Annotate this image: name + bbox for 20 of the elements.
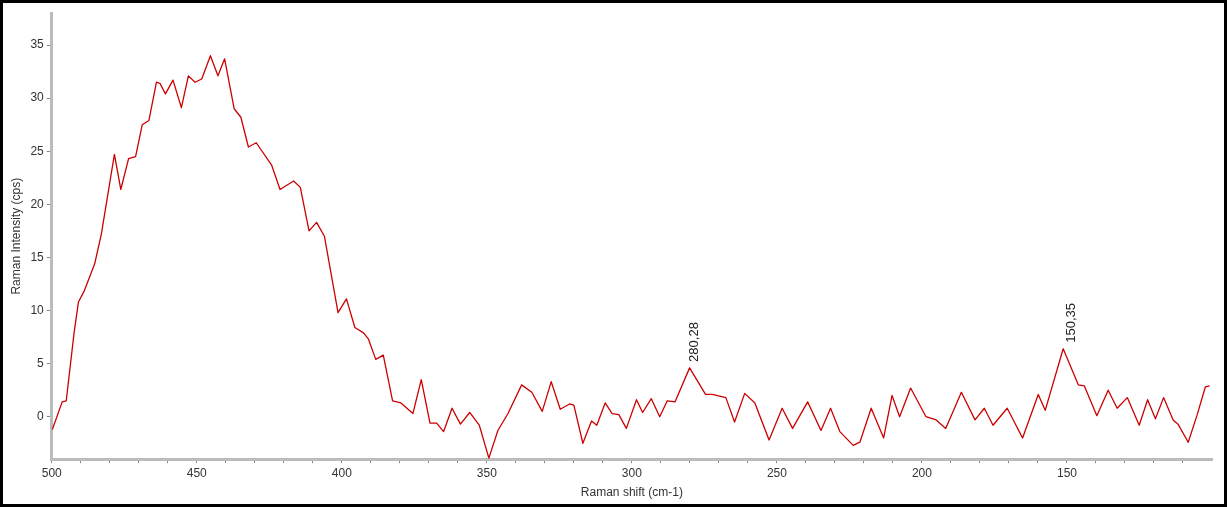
y-tick-label: 5 bbox=[37, 355, 45, 370]
x-axis-title: Raman shift (cm-1) bbox=[580, 485, 683, 500]
y-tick-label: 35 bbox=[30, 37, 45, 52]
y-tick-label: 20 bbox=[30, 196, 45, 211]
x-tick-label: 450 bbox=[186, 465, 208, 480]
x-tick-label: 250 bbox=[766, 465, 788, 480]
annotation: 150,35 bbox=[1062, 303, 1078, 343]
x-tick-label: 350 bbox=[476, 465, 498, 480]
y-tick-label: 25 bbox=[30, 143, 45, 158]
y-tick-label: 30 bbox=[30, 90, 45, 105]
x-tick-label: 400 bbox=[331, 465, 353, 480]
x-tick-label: 200 bbox=[911, 465, 933, 480]
y-tick-label: 15 bbox=[30, 249, 45, 264]
annotation: 280,28 bbox=[685, 322, 701, 362]
y-tick-label: 10 bbox=[30, 302, 45, 317]
x-tick-label: 300 bbox=[621, 465, 643, 480]
y-tick-label: 0 bbox=[37, 409, 45, 424]
y-axis-title: Raman Intensity (cps) bbox=[8, 177, 23, 295]
x-tick-label: 150 bbox=[1056, 465, 1078, 480]
x-tick-label: 500 bbox=[41, 465, 63, 480]
